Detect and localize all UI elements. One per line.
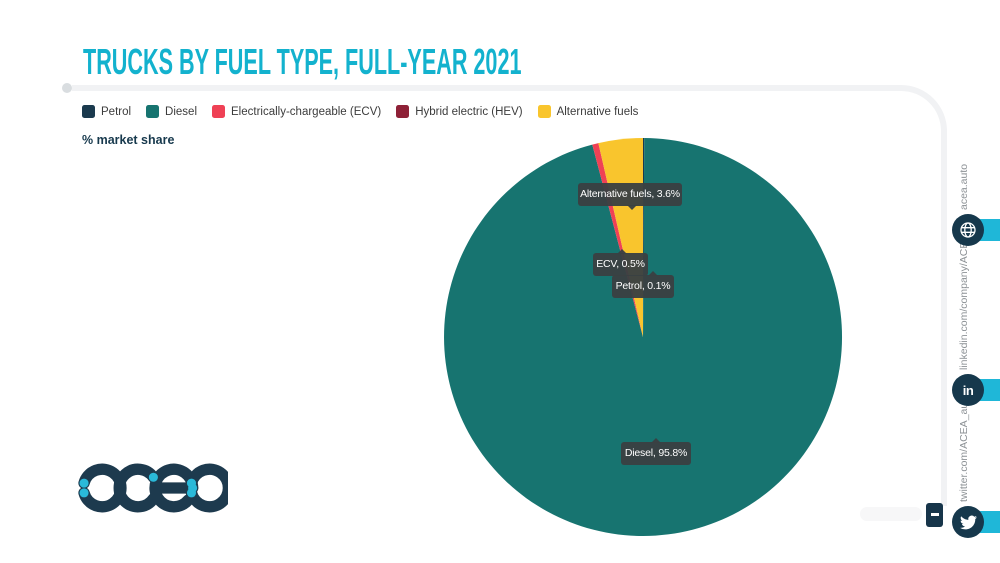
clipped-watermark-ghost: [860, 507, 922, 521]
legend-swatch-icon: [82, 105, 95, 118]
legend-item-label: Hybrid electric (HEV): [415, 105, 523, 118]
legend-swatch-icon: [537, 105, 551, 118]
legend-item-label: Electrically-chargeable (ECV): [231, 105, 382, 118]
legend-swatch-icon: [212, 105, 226, 118]
data-label-petrol: Petrol, 0.1%: [612, 271, 674, 298]
legend-item-petrol[interactable]: Petrol: [82, 105, 131, 118]
linkedin-icon[interactable]: in: [952, 374, 984, 406]
legend-item-hybrid-electric-hev-[interactable]: Hybrid electric (HEV): [396, 105, 523, 118]
legend-swatch-icon: [146, 105, 160, 118]
legend-item-electrically-chargeable-ecv-[interactable]: Electrically-chargeable (ECV): [212, 105, 381, 118]
twitter-icon[interactable]: [952, 506, 984, 538]
page-title: TRUCKS BY FUEL TYPE, FULL-YEAR 2021: [83, 41, 522, 82]
data-label-alternative-fuels: Alternative fuels, 3.6%: [578, 183, 682, 210]
data-label-ecv: ECV, 0.5%: [593, 249, 648, 276]
legend-item-alternative-fuels[interactable]: Alternative fuels: [537, 105, 639, 118]
pie-slice-diesel[interactable]: [444, 138, 843, 536]
frame-border: [72, 85, 947, 506]
legend-item-label: Petrol: [101, 105, 132, 118]
legend-item-diesel[interactable]: Diesel: [146, 105, 197, 118]
clipped-watermark-fragment: [926, 503, 943, 527]
frame-start-dot: [62, 83, 72, 93]
globe-icon[interactable]: [952, 214, 984, 246]
legend-item-label: Diesel: [165, 105, 198, 118]
acea-logo: [78, 463, 228, 513]
chart-legend: Petrol Diesel Electrically-chargeable (E…: [82, 105, 638, 118]
data-label-diesel: Diesel, 95.8%: [621, 438, 691, 465]
legend-swatch-icon: [396, 105, 410, 118]
unit-label: % market share: [82, 133, 175, 147]
legend-item-label: Alternative fuels: [556, 105, 639, 118]
